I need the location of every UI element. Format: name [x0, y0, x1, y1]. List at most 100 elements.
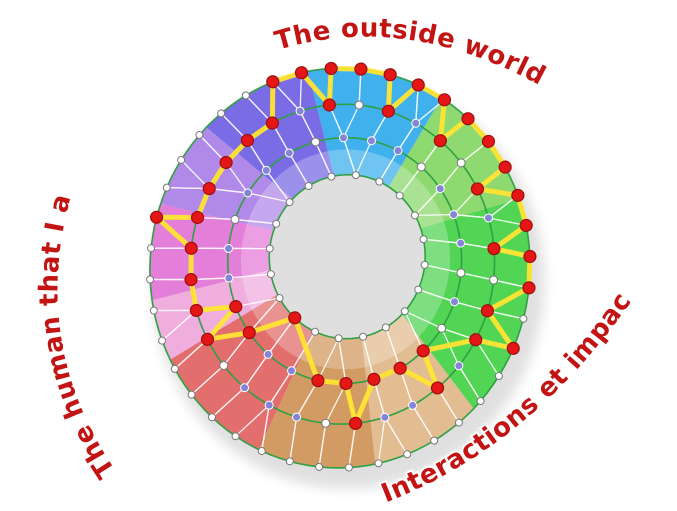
spoke	[267, 317, 296, 355]
wheel-node-white	[395, 191, 404, 200]
red-node	[288, 311, 302, 325]
spoke	[355, 140, 373, 176]
wheel-node-white	[519, 314, 528, 323]
spoke	[423, 238, 461, 244]
wheel-node-white	[265, 244, 274, 253]
wheel-node-white	[437, 323, 447, 333]
wheel-node-white	[266, 270, 275, 279]
wheel-node-white	[285, 198, 294, 207]
red-node	[437, 93, 452, 107]
spoke	[325, 383, 347, 424]
spoke	[404, 310, 424, 352]
wheel-node-white	[207, 413, 216, 422]
wheel-node-purple	[435, 184, 445, 194]
spoke	[161, 309, 197, 342]
red-node	[519, 218, 533, 233]
wheel-node-purple	[295, 106, 305, 116]
red-node	[480, 304, 495, 318]
sector-violet	[160, 127, 293, 231]
wheel-node-white	[275, 294, 284, 303]
spoke	[439, 162, 462, 190]
red-node	[189, 303, 203, 318]
wheel-node-white	[230, 214, 240, 224]
red-node	[416, 344, 430, 358]
wheel-node-purple	[243, 188, 253, 198]
spoke	[475, 339, 500, 377]
label-human-that-i-am: The human that I am	[0, 0, 121, 483]
spoke	[317, 337, 340, 381]
wheel-node-white	[170, 364, 179, 373]
spoke	[385, 327, 401, 369]
sector-tan-light	[361, 314, 474, 465]
spoke	[378, 150, 399, 182]
spoke	[289, 417, 298, 462]
spoke	[150, 278, 191, 281]
wheel-node-purple	[284, 148, 294, 158]
wheel-node-white	[410, 211, 419, 220]
wheel-node-white	[374, 459, 383, 468]
wheel-node-white	[217, 109, 226, 118]
wheel-node-white	[344, 463, 353, 472]
red-node	[324, 61, 338, 76]
spoke	[460, 272, 494, 281]
spoke	[166, 187, 210, 190]
spoke	[244, 353, 269, 389]
spoke	[362, 336, 375, 380]
spoke	[424, 264, 462, 274]
red-node	[202, 181, 216, 196]
spoke	[290, 331, 316, 372]
wheel-node-white	[315, 462, 324, 471]
wheel-node-white	[351, 171, 360, 180]
wheel-node-white	[162, 183, 171, 192]
wheel-node-purple	[411, 118, 421, 128]
spoke	[299, 110, 317, 143]
wheel-node-white	[158, 336, 167, 345]
spoke	[384, 416, 408, 455]
wheel-node-white	[285, 457, 294, 466]
red-node	[311, 374, 325, 388]
wheel-node-purple	[366, 136, 376, 146]
spoke	[248, 297, 281, 333]
wheel-node-white	[489, 275, 499, 285]
red-node	[481, 134, 496, 149]
spoke	[377, 417, 386, 464]
wheel-node-purple	[456, 238, 466, 248]
wheel-node-white	[177, 156, 186, 165]
red-node	[511, 188, 525, 202]
wheel-node-purple	[380, 412, 390, 422]
wheel-node-white	[187, 390, 196, 399]
spoke	[247, 192, 290, 203]
sector-cyan	[307, 68, 442, 187]
red-node	[348, 416, 363, 430]
wheel-node-purple	[338, 133, 348, 143]
wheel-node-purple	[393, 146, 403, 156]
spoke	[174, 338, 208, 370]
red-node	[219, 155, 233, 170]
wheel-node-white	[257, 447, 266, 456]
wheel-node-white	[146, 275, 155, 284]
red-node	[184, 241, 198, 255]
spoke	[228, 273, 271, 279]
red-node	[469, 333, 483, 347]
wheel-node-white	[311, 327, 320, 336]
wheel-node-purple	[261, 165, 271, 175]
red-node	[265, 116, 279, 130]
red-node	[242, 325, 256, 340]
spoke	[211, 387, 246, 418]
wheel-node-white	[147, 244, 156, 253]
spoke	[268, 370, 293, 406]
spoke	[436, 387, 460, 424]
spoke	[235, 404, 270, 437]
wheel-node-white	[454, 418, 463, 427]
red-node	[294, 66, 309, 80]
spoke	[318, 423, 327, 468]
wheel-node-white	[403, 450, 412, 459]
wheel-node-purple	[263, 349, 273, 359]
wheel-node-purple	[224, 273, 234, 283]
wheel-node-white	[381, 323, 390, 332]
spoke	[453, 213, 489, 219]
spoke	[296, 380, 319, 418]
wheel-node-white	[321, 418, 331, 428]
